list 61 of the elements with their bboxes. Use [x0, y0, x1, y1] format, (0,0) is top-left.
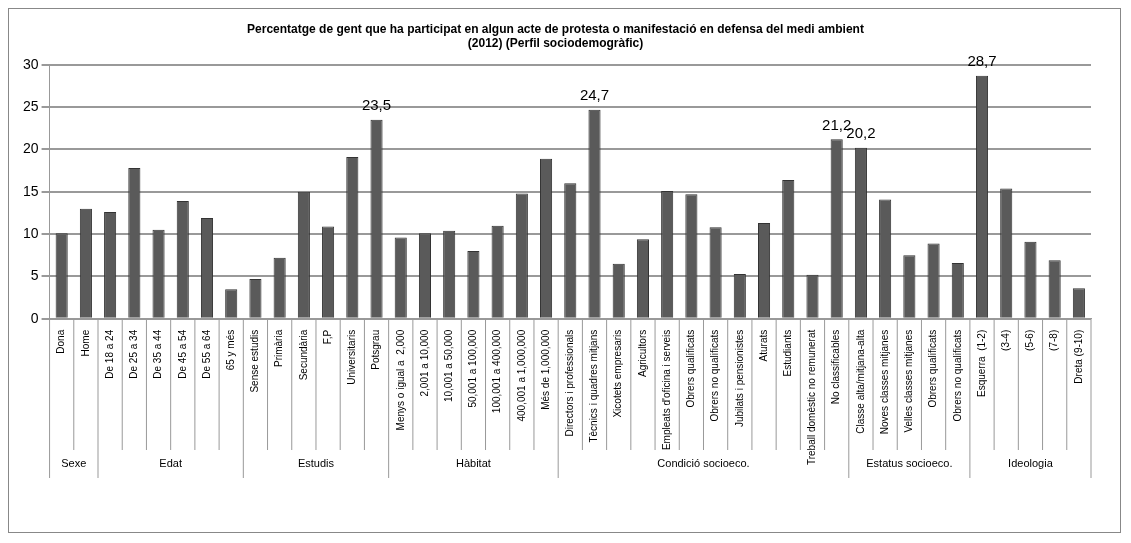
x-tick-label: Velles classes mitjanes — [903, 329, 915, 433]
x-tick-label: 65 y més — [224, 329, 236, 371]
text: Estatus socioeco. — [866, 457, 953, 470]
x-tick-label: (3-4) — [999, 329, 1011, 351]
x-tick-label: De 45 a 54 — [176, 329, 188, 379]
chart-title: Percentatge de gent que ha participat en algun acte de protesta o manifestació en defensa del medi ambient (2012) (Perfil sociodemogràfic) — [247, 21, 864, 50]
x-tick-label: Universitaris — [346, 329, 358, 385]
text: Condició socioeco. — [657, 457, 750, 470]
data-label: 24,7 — [579, 86, 610, 104]
text: Estudis — [297, 457, 335, 470]
x-tick-label: 400,001 a 1,000,000 — [515, 329, 527, 422]
x-tick-label: Home — [79, 329, 91, 357]
x-tick-label: 2,001 a 10,000 — [418, 329, 430, 397]
x-tick-label: Empleats d'oficina i serveis — [660, 329, 672, 451]
x-tick-label: Treball domèstic no remunerat — [806, 329, 818, 466]
x-tick-label: 100,001 a 400,000 — [491, 329, 503, 414]
y-tick-label: 30 — [22, 55, 39, 72]
x-tick-label: De 25 a 34 — [128, 329, 140, 379]
x-tick-label: De 55 a 64 — [200, 329, 212, 379]
text: Ideologia — [1008, 457, 1054, 470]
x-tick-label: Primària — [273, 329, 285, 367]
x-tick-label: Obrers no qualificats — [951, 329, 963, 422]
x-tick-label: 10,001 a 50,000 — [442, 329, 454, 403]
x-tick-label: Jubilats i pensionistes — [733, 329, 745, 428]
x-tick-label: Classe alta/mitjana-alta — [854, 329, 866, 434]
x-tick-label: Agricultors — [636, 329, 648, 378]
x-tick-label: Menys o igual a 2,000 — [394, 329, 406, 431]
data-label: 28,7 — [967, 52, 997, 70]
x-tick-label: Dreta (9-10) — [1072, 329, 1084, 384]
x-tick-label: F,P — [321, 329, 333, 345]
y-tick-label: 25 — [22, 97, 39, 114]
x-tick-label: Xicotets empresaris — [612, 329, 624, 418]
x-tick-label: De 35 a 44 — [152, 329, 164, 379]
x-tick-label: 50,001 a 100,000 — [467, 329, 479, 408]
x-tick-label: Directors i professionals — [564, 329, 576, 437]
x-tick-label: Tècnics i quadres mitjans — [588, 329, 600, 443]
x-tick-label: Aturats — [757, 329, 769, 362]
y-tick-label: 15 — [22, 182, 39, 199]
y-tick-label: 20 — [22, 140, 39, 157]
x-tick-label: Més de 1,000,000 — [539, 329, 551, 410]
x-tick-label: Sense estudis — [249, 329, 261, 393]
y-tick-label: 5 — [30, 267, 39, 284]
x-tick-label: Obrers no qualificats — [709, 329, 721, 422]
text: Edat — [159, 457, 182, 470]
x-tick-label: (7-8) — [1048, 329, 1060, 351]
data-label: 23,5 — [361, 96, 392, 114]
x-tick-label: De 18 a 24 — [103, 329, 115, 379]
x-tick-label: Estudiants — [782, 329, 794, 377]
y-tick-label: 0 — [30, 309, 39, 326]
text: Sexe — [61, 457, 87, 470]
x-tick-label: (5-6) — [1024, 329, 1036, 351]
x-tick-label: Obrers qualificats — [685, 329, 697, 408]
text: Hàbitat — [455, 457, 491, 470]
x-tick-label: Dona — [55, 329, 67, 354]
x-tick-label: Noves classes mitjanes — [878, 329, 890, 435]
x-tick-label: Obrers qualificats — [927, 329, 939, 408]
x-tick-label: No classificables — [830, 329, 842, 405]
x-tick-label: Secundària — [297, 329, 309, 381]
x-tick-label: Esquerra (1-2) — [975, 329, 987, 398]
x-tick-label: Potsgrau — [370, 329, 382, 370]
y-tick-label: 10 — [22, 224, 39, 241]
